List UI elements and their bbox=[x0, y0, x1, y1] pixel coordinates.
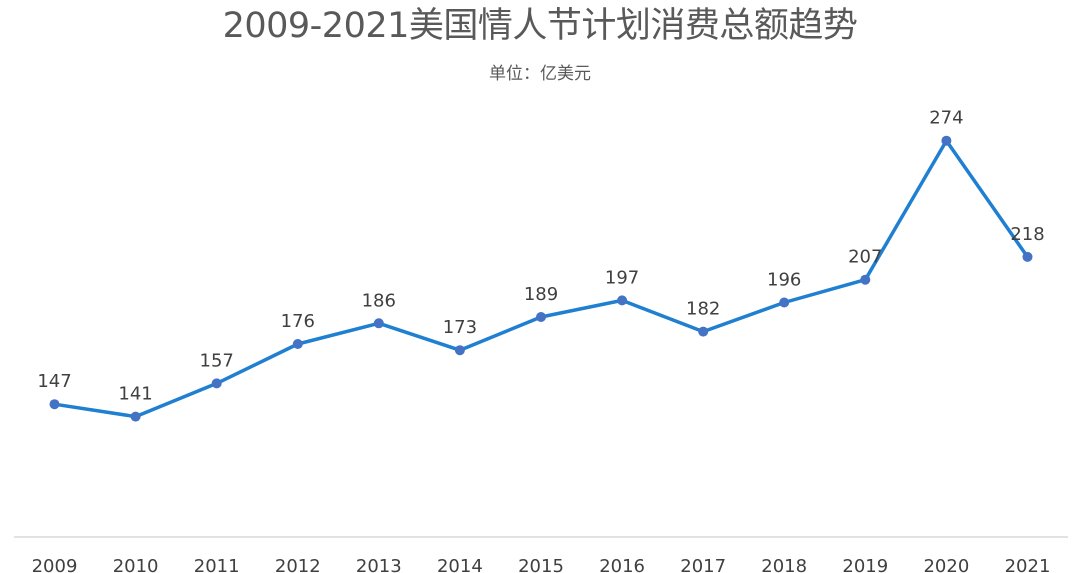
data-label-2013: 186 bbox=[362, 290, 396, 311]
x-tick-label-2014: 2014 bbox=[437, 556, 483, 573]
x-tick-label-2017: 2017 bbox=[680, 556, 726, 573]
x-tick-label-2021: 2021 bbox=[1005, 556, 1051, 573]
data-point-2010 bbox=[130, 411, 141, 422]
x-tick-label-2016: 2016 bbox=[599, 556, 645, 573]
data-point-2019 bbox=[860, 274, 871, 285]
data-point-2013 bbox=[373, 318, 384, 329]
data-label-2014: 173 bbox=[443, 317, 477, 338]
data-point-2014 bbox=[454, 345, 465, 356]
data-label-2018: 196 bbox=[767, 270, 801, 291]
data-label-2017: 182 bbox=[686, 299, 720, 320]
data-label-2020: 274 bbox=[929, 108, 963, 129]
data-label-2009: 147 bbox=[37, 371, 71, 392]
data-point-2016 bbox=[617, 295, 628, 306]
data-point-2021 bbox=[1022, 251, 1033, 262]
x-tick-label-2009: 2009 bbox=[32, 556, 78, 573]
data-label-2010: 141 bbox=[118, 384, 152, 405]
data-point-2017 bbox=[698, 326, 709, 337]
chart-subtitle: 单位：亿美元 bbox=[489, 64, 591, 84]
x-tick-label-2019: 2019 bbox=[842, 556, 888, 573]
x-tick-label-2011: 2011 bbox=[194, 556, 240, 573]
data-point-2015 bbox=[536, 312, 546, 322]
data-label-2019: 207 bbox=[848, 247, 882, 268]
x-tick-label-2013: 2013 bbox=[356, 556, 402, 573]
data-point-2020 bbox=[941, 135, 952, 146]
x-tick-label-2020: 2020 bbox=[923, 556, 969, 573]
series-line bbox=[52, 138, 1030, 419]
x-axis-ticks: 2009 2010 2011 2012 2013 2014 2015 2016 2017 2018… bbox=[32, 556, 1051, 573]
x-tick-label-2012: 2012 bbox=[275, 556, 321, 573]
data-label-2021: 218 bbox=[1010, 224, 1044, 245]
data-label-2012: 176 bbox=[281, 311, 315, 332]
chart-title: 2009-2021美国情人节计划消费总额趋势 bbox=[222, 6, 858, 46]
data-label-2015: 189 bbox=[524, 284, 558, 305]
data-point-2009 bbox=[49, 399, 60, 410]
data-point-2011 bbox=[211, 378, 222, 389]
data-label-2011: 157 bbox=[200, 350, 234, 371]
x-tick-label-2018: 2018 bbox=[761, 556, 807, 573]
x-tick-label-2010: 2010 bbox=[113, 556, 159, 573]
series-layer: 147 141 157 176 186 173 189 197 182 196 207 274 218 bbox=[37, 108, 1045, 422]
data-point-2012 bbox=[292, 339, 303, 349]
data-point-2018 bbox=[779, 297, 790, 308]
data-label-2016: 197 bbox=[605, 267, 639, 288]
x-tick-label-2015: 2015 bbox=[518, 556, 564, 573]
